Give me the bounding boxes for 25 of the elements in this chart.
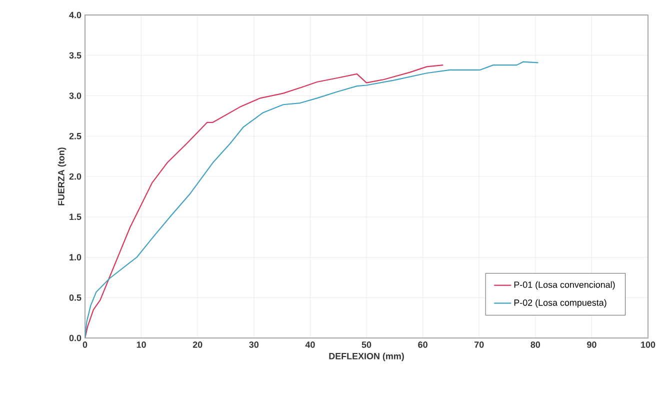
y-tick-label: 2.0 <box>69 173 82 180</box>
y-axis-title: FUERZA (ton) <box>58 148 66 206</box>
y-tick-label: 1.5 <box>70 214 82 220</box>
y-tick-label: 3.5 <box>69 52 82 59</box>
legend-label: P-02 (Losa compuesta) <box>514 299 606 308</box>
x-tick-label: 80 <box>530 342 540 348</box>
x-tick-label: 30 <box>249 342 259 348</box>
x-tick-label: 60 <box>418 342 428 348</box>
line-series <box>85 64 444 338</box>
x-tick-label: 20 <box>192 342 202 348</box>
y-tick-label: 1.0 <box>70 254 82 260</box>
x-axis-title: DEFLEXION (mm) <box>329 352 404 362</box>
y-tick-label: 3.0 <box>69 92 82 99</box>
x-tick-label: 0 <box>82 342 88 348</box>
x-tick-label: 10 <box>136 342 146 348</box>
y-tick-label: 0.5 <box>69 294 82 301</box>
y-tick-label: 4.0 <box>69 12 82 18</box>
y-tick-label: 2.5 <box>69 132 82 140</box>
x-tick-label: 100 <box>641 342 656 348</box>
x-tick-label: 40 <box>305 342 315 348</box>
y-tick-label: 0.0 <box>69 334 82 342</box>
legend-label: P-01 (Losa convencional) <box>514 281 615 290</box>
x-tick-label: 90 <box>587 342 596 348</box>
x-tick-label: 50 <box>362 342 372 348</box>
x-tick-label: 70 <box>474 342 484 348</box>
